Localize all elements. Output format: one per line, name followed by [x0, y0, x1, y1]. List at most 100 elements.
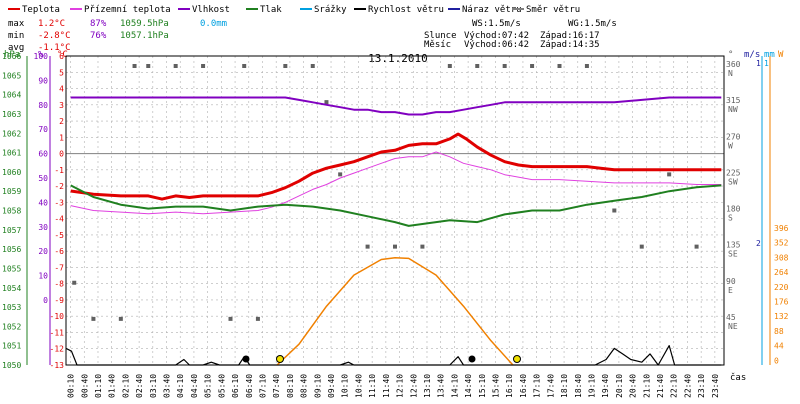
tick-degc-14: -8 — [54, 280, 64, 289]
tick-dir-0: N — [728, 69, 733, 78]
dir-point-26 — [694, 244, 699, 249]
dir-point-12 — [324, 100, 329, 105]
tick-degc-4: 2 — [59, 117, 64, 126]
tick-time-6: 03:10 — [149, 374, 158, 398]
tick-time-35: 17:40 — [546, 374, 555, 398]
tick-time-15: 07:40 — [272, 374, 281, 398]
tick-dir-4: S — [728, 214, 733, 223]
axis-title-pct: % — [38, 50, 44, 60]
stat-min-label: min — [8, 31, 24, 41]
tick-time-45: 22:40 — [683, 374, 692, 398]
wind-speed-info: WS:1.5m/s — [472, 19, 521, 29]
tick-deg-2: 270 — [726, 132, 741, 141]
dir-point-4 — [146, 64, 151, 68]
tick-time-4: 02:10 — [121, 374, 130, 398]
tick-dir-5: SE — [728, 250, 738, 259]
tick-time-31: 15:40 — [492, 374, 501, 398]
tick-time-9: 04:40 — [190, 374, 199, 398]
tick-deg-5: 135 — [726, 241, 741, 250]
tick-w-4: 220 — [774, 283, 789, 292]
moonrise-time: Východ:06:42 — [464, 40, 529, 50]
tick-degc-1: 5 — [59, 68, 64, 77]
plot-frame — [65, 55, 725, 366]
tick-dir-3: SW — [728, 177, 738, 186]
time-axis: 00:10 00:40 01:10 01:40 02:10 02:40 03:10 03:40… — [67, 374, 720, 398]
axis-title-time: čas — [730, 372, 746, 383]
tick-time-39: 19:40 — [601, 374, 610, 398]
dir-point-14 — [365, 244, 370, 249]
stat-min-temp: -2.8°C — [38, 31, 71, 41]
tick-hpa-16: 1050 — [2, 361, 21, 370]
tick-time-3: 01:40 — [108, 374, 117, 398]
tick-time-43: 21:40 — [656, 374, 665, 398]
sunrise-time: Východ:07:42 — [464, 31, 529, 41]
left-axes: 1066106510641063106210611060105910581057… — [2, 52, 64, 370]
tick-pct-3: 70 — [38, 125, 48, 134]
dir-point-13 — [338, 172, 343, 177]
tick-time-18: 09:10 — [313, 374, 322, 398]
legend-label-6: Náraz větru — [462, 5, 522, 15]
tick-time-8: 04:10 — [176, 374, 185, 398]
tick-hpa-10: 1056 — [2, 245, 21, 254]
tick-time-21: 10:40 — [354, 374, 363, 398]
axis-title-hpa: hPa — [4, 50, 20, 60]
axis-title-deg: ° — [728, 50, 733, 60]
tick-degc-10: -4 — [54, 215, 64, 224]
stat-max-hum: 87% — [90, 19, 107, 29]
tick-pct-7: 30 — [38, 223, 48, 232]
tick-dir-1: NW — [728, 105, 738, 114]
moonset-time: Západ:14:35 — [540, 40, 600, 50]
astro-panel: WS:1.5m/s WG:1.5m/s Slunce Východ:07:42 … — [424, 19, 617, 50]
tick-hpa-2: 1064 — [2, 91, 21, 100]
tick-pct-2: 80 — [38, 101, 48, 110]
legend: Teplota Přízemní teplota Vlhkost Tlak Srážky… — [8, 5, 580, 15]
dir-point-19 — [502, 64, 507, 68]
sun-label: Slunce — [424, 31, 457, 41]
tick-degc-15: -9 — [54, 296, 64, 305]
tick-dir-2: W — [728, 141, 733, 150]
wind-gust-info: WG:1.5m/s — [568, 19, 617, 29]
dir-point-5 — [173, 64, 178, 68]
tick-pct-9: 10 — [38, 272, 48, 281]
tick-w-7: 88 — [774, 327, 784, 336]
tick-degc-6: 0 — [59, 150, 64, 159]
axis-title-w: W — [778, 50, 784, 60]
dir-point-1 — [91, 316, 96, 321]
tick-time-5: 02:40 — [135, 374, 144, 398]
stat-avg-temp: -1.1°C — [38, 43, 71, 53]
tick-degc-19: -13 — [50, 361, 65, 370]
tick-time-24: 12:10 — [396, 374, 405, 398]
chart-title: 13.1.2010 — [368, 52, 428, 65]
stat-max-label: max — [8, 19, 25, 29]
tick-time-25: 12:40 — [409, 374, 418, 398]
tick-degc-7: -1 — [54, 166, 64, 175]
tick-hpa-11: 1055 — [2, 264, 21, 273]
tick-degc-0: 6 — [59, 52, 64, 61]
series-5 — [276, 257, 514, 366]
tick-degc-18: -12 — [50, 345, 65, 354]
tick-degc-5: 1 — [59, 133, 64, 142]
stat-max-temp: 1.2°C — [38, 19, 65, 29]
tick-hpa-3: 1063 — [2, 110, 21, 119]
tick-time-27: 13:40 — [437, 374, 446, 398]
tick-time-34: 17:10 — [533, 374, 542, 398]
dir-point-10 — [283, 64, 288, 68]
tick-degc-8: -2 — [54, 182, 64, 191]
sunset-marker — [513, 355, 521, 363]
dir-point-17 — [447, 64, 452, 68]
legend-label-4: Srážky — [314, 5, 347, 15]
dir-point-16 — [420, 244, 425, 249]
series-1 — [70, 151, 722, 215]
tick-time-40: 20:10 — [615, 374, 624, 398]
axis-titles: hPa % °C ° m/s mm W čas — [4, 50, 784, 383]
data-series — [65, 96, 722, 366]
tick-time-10: 05:10 — [204, 374, 213, 398]
legend-label-0: Teplota — [22, 5, 60, 15]
dir-point-22 — [584, 64, 589, 68]
series-2 — [70, 96, 722, 116]
tick-hpa-15: 1051 — [2, 342, 21, 351]
tick-time-44: 22:10 — [670, 374, 679, 398]
tick-time-0: 00:10 — [67, 374, 76, 398]
tick-ms-1: 1 — [756, 59, 761, 68]
